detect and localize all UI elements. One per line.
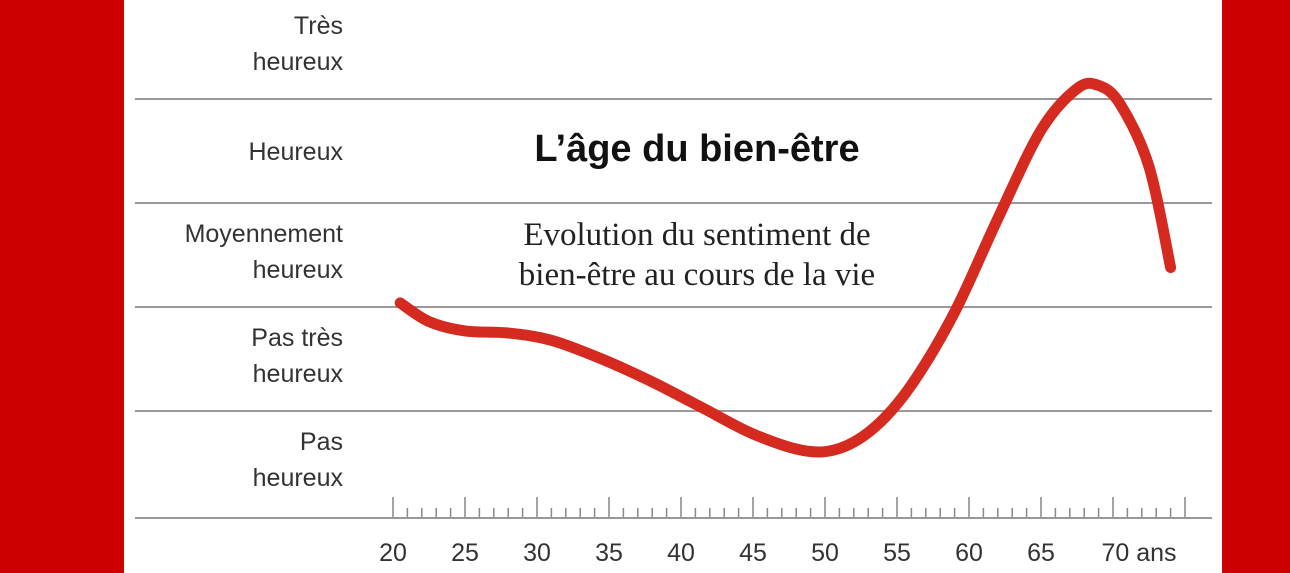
y-category-label: heureux (253, 360, 344, 388)
x-tick-label: 20 (379, 539, 407, 567)
y-category-label: Pas (300, 428, 343, 456)
y-category-label: Pas très (251, 324, 343, 352)
x-tick-label: 35 (595, 539, 623, 567)
y-category-label: Moyennement (185, 220, 343, 248)
x-tick-label: 30 (523, 539, 551, 567)
wellbeing-curve (394, 77, 1177, 458)
x-tick-label: 25 (451, 539, 479, 567)
chart-title: L’âge du bien-être (534, 128, 859, 170)
x-tick-label: 40 (667, 539, 695, 567)
x-tick-label: 45 (739, 539, 767, 567)
y-category-label: heureux (253, 48, 344, 76)
y-category-label: Heureux (249, 138, 344, 166)
x-tick-label: 65 (1027, 539, 1055, 567)
x-tick-label: 55 (883, 539, 911, 567)
x-tick-label: 50 (811, 539, 839, 567)
chart-subtitle-line-2: bien-être au cours de la vie (519, 257, 875, 293)
x-tick-label: 70 ans (1101, 539, 1176, 567)
x-tick-label: 60 (955, 539, 983, 567)
chart-panel (124, 0, 1222, 573)
y-category-label: Très (294, 12, 343, 40)
y-category-label: heureux (253, 256, 344, 284)
chart-subtitle-line-1: Evolution du sentiment de (523, 217, 870, 253)
y-category-label: heureux (253, 464, 344, 492)
